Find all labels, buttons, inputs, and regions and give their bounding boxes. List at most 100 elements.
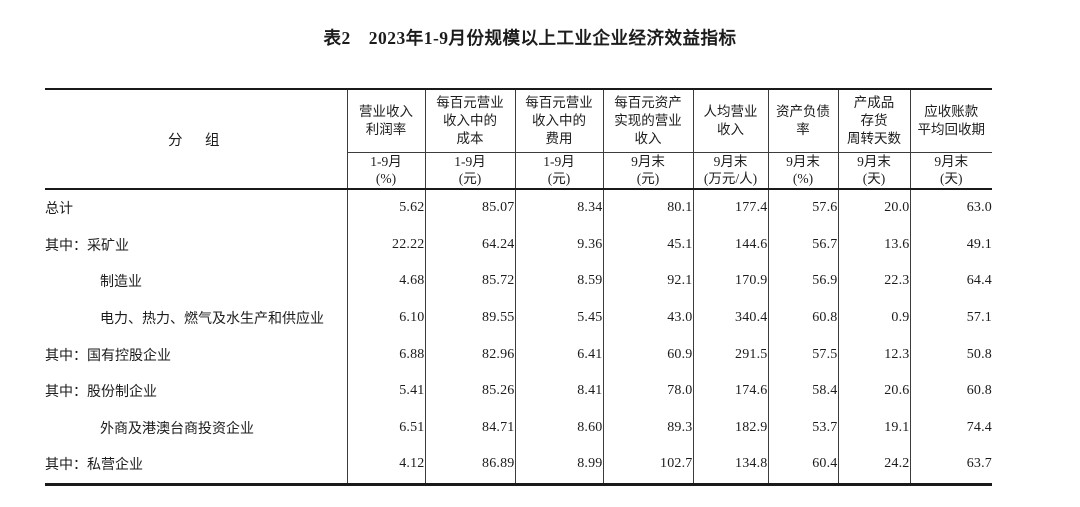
value-cell: 6.41	[514, 336, 603, 373]
value-cell: 291.5	[692, 336, 768, 373]
value-cell: 63.0	[909, 189, 992, 227]
column-period: 1-9月	[370, 154, 402, 170]
table-row: 外商及港澳台商投资企业 6.51 84.71 8.60 89.3 182.9 53.7 19.…	[45, 409, 992, 447]
column-unit: (%)	[375, 170, 397, 186]
value-cell: 43.0	[602, 299, 693, 337]
row-label: 其中：股份制企业	[45, 385, 157, 401]
value-cell: 8.59	[514, 263, 603, 300]
column-subheader: 9月末 (天)	[909, 152, 992, 190]
value-cell: 19.1	[837, 409, 910, 447]
column-subheader: 9月末 (天)	[837, 152, 910, 190]
column-header: 每百元营业 收入中的 费用	[514, 89, 603, 153]
table-title: 表2 2023年1-9月份规模以上工业企业经济效益指标	[323, 28, 737, 48]
column-header: 每百元资产 实现的营业 收入	[602, 89, 693, 153]
value-cell: 4.12	[346, 446, 425, 485]
header-name-row: 分 组 营业收入 利润率 每百元营业 收入中的 成本 每百元营业 收入中的 费用…	[45, 89, 992, 190]
column-unit: (元)	[636, 170, 660, 186]
value-cell: 24.2	[837, 446, 910, 485]
value-cell: 20.0	[837, 189, 910, 227]
value-cell: 85.72	[424, 263, 515, 300]
column-period: 9月末	[713, 154, 748, 170]
column-subheader: 1-9月 (%)	[346, 152, 425, 190]
value-cell: 22.3	[837, 263, 910, 300]
value-cell: 134.8	[692, 446, 768, 485]
value-cell: 92.1	[602, 263, 693, 300]
column-subheader: 1-9月 (元)	[424, 152, 515, 190]
value-cell: 84.71	[424, 409, 515, 447]
value-cell: 56.7	[767, 226, 838, 264]
value-cell: 0.9	[837, 299, 910, 337]
row-label: 其中：采矿业	[45, 238, 129, 254]
value-cell: 20.6	[837, 372, 910, 410]
value-cell: 50.8	[909, 336, 992, 373]
value-cell: 12.3	[837, 336, 910, 373]
column-header: 产成品 存货 周转天数	[837, 89, 910, 153]
table-header: 分 组 营业收入 利润率 每百元营业 收入中的 成本 每百元营业 收入中的 费用…	[45, 89, 992, 190]
value-cell: 64.24	[424, 226, 515, 264]
value-cell: 86.89	[424, 446, 515, 485]
value-cell: 58.4	[767, 372, 838, 410]
value-cell: 8.99	[514, 446, 603, 485]
value-cell: 102.7	[602, 446, 693, 485]
value-cell: 340.4	[692, 299, 768, 337]
group-column-header: 分 组	[45, 89, 347, 190]
value-cell: 89.55	[424, 299, 515, 337]
column-subheader: 9月末 (%)	[767, 152, 838, 190]
value-cell: 174.6	[692, 372, 768, 410]
value-cell: 78.0	[602, 372, 693, 410]
column-unit: (天)	[862, 170, 886, 186]
value-cell: 60.4	[767, 446, 838, 485]
value-cell: 8.60	[514, 409, 603, 447]
value-cell: 53.7	[767, 409, 838, 447]
value-cell: 60.9	[602, 336, 693, 373]
table-row: 制造业 4.68 85.72 8.59 92.1 170.9 56.9 22.3 64.4	[45, 263, 992, 300]
value-cell: 85.26	[424, 372, 515, 410]
column-subheader: 1-9月 (元)	[514, 152, 603, 190]
value-cell: 85.07	[424, 189, 515, 227]
column-header: 每百元营业 收入中的 成本	[424, 89, 515, 153]
table-row: 其中：股份制企业 5.41 85.26 8.41 78.0 174.6 58.4 20.6 60…	[45, 372, 992, 410]
value-cell: 60.8	[909, 372, 992, 410]
header-unit-row: 1-9月 (%) 1-9月 (元) 1-9月 (元) 9月末 (元) 9月末	[45, 152, 992, 190]
column-subheader: 9月末 (元)	[602, 152, 693, 190]
row-label: 总计	[45, 202, 73, 218]
row-label: 制造业	[100, 275, 142, 291]
value-cell: 74.4	[909, 409, 992, 447]
column-unit: (%)	[792, 170, 814, 186]
value-cell: 4.68	[346, 263, 425, 300]
column-header: 人均营业 收入	[692, 89, 768, 153]
value-cell: 82.96	[424, 336, 515, 373]
row-label: 其中：私营企业	[45, 458, 143, 474]
table-row: 总计 5.62 85.07 8.34 80.1 177.4 57.6 20.0 63.0	[45, 189, 992, 227]
table-body: 总计 5.62 85.07 8.34 80.1 177.4 57.6 20.0 63.0 其中：采…	[45, 189, 992, 485]
column-unit: (元)	[458, 170, 482, 186]
value-cell: 144.6	[692, 226, 768, 264]
column-period: 9月末	[631, 154, 665, 170]
column-subheader: 9月末 (万元/人)	[692, 152, 768, 190]
value-cell: 57.6	[767, 189, 838, 227]
column-unit: (万元/人)	[703, 170, 758, 186]
economic-indicators-table: 分 组 营业收入 利润率 每百元营业 收入中的 成本 每百元营业 收入中的 费用…	[45, 88, 992, 486]
value-cell: 49.1	[909, 226, 992, 264]
column-header: 应收账款 平均回收期	[909, 89, 992, 153]
value-cell: 60.8	[767, 299, 838, 337]
column-period: 9月末	[786, 154, 820, 170]
value-cell: 80.1	[602, 189, 693, 227]
value-cell: 177.4	[692, 189, 768, 227]
value-cell: 8.34	[514, 189, 603, 227]
table-row: 电力、热力、燃气及水生产和供应业 6.10 89.55 5.45 43.0 340.4 60…	[45, 299, 992, 337]
value-cell: 9.36	[514, 226, 603, 264]
row-label: 电力、热力、燃气及水生产和供应业	[100, 312, 324, 328]
value-cell: 5.45	[514, 299, 603, 337]
value-cell: 170.9	[692, 263, 768, 300]
column-period: 9月末	[857, 154, 891, 170]
value-cell: 5.62	[346, 189, 425, 227]
value-cell: 89.3	[602, 409, 693, 447]
table-row: 其中：国有控股企业 6.88 82.96 6.41 60.9 291.5 57.5 12.3 5…	[45, 336, 992, 373]
value-cell: 56.9	[767, 263, 838, 300]
value-cell: 6.88	[346, 336, 425, 373]
value-cell: 8.41	[514, 372, 603, 410]
row-label: 外商及港澳台商投资企业	[100, 421, 254, 437]
column-period: 9月末	[934, 154, 969, 170]
